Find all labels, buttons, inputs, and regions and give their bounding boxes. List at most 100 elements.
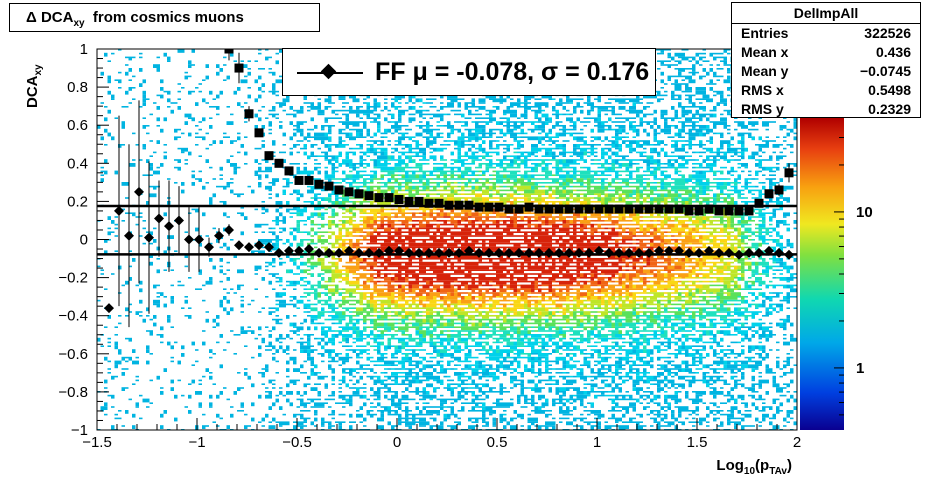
heatmap-cell xyxy=(198,402,202,407)
heatmap-cell xyxy=(373,299,377,304)
heatmap-cell xyxy=(422,231,426,236)
heatmap-cell xyxy=(457,223,461,226)
heatmap-cell xyxy=(433,178,437,180)
heatmap-cell xyxy=(440,261,444,264)
heatmap-cell xyxy=(104,387,108,389)
heatmap-cell xyxy=(226,341,230,344)
heatmap-cell xyxy=(317,113,321,116)
heatmap-cell xyxy=(377,296,381,298)
heatmap-cell xyxy=(398,360,402,365)
heatmap-cell xyxy=(436,231,440,233)
heatmap-cell xyxy=(279,421,283,426)
heatmap-cell xyxy=(293,261,297,266)
heatmap-cell xyxy=(471,170,475,175)
heatmap-cell xyxy=(198,136,202,138)
heatmap-cell xyxy=(429,425,433,429)
heatmap-cell xyxy=(342,356,346,361)
heatmap-cell xyxy=(454,280,458,283)
heatmap-cell xyxy=(433,326,437,331)
heatmap-cell xyxy=(338,132,342,135)
heatmap-cell xyxy=(433,246,437,251)
heatmap-cell xyxy=(457,273,461,275)
heatmap-cell xyxy=(132,163,136,167)
heatmap-cell xyxy=(338,334,342,336)
heatmap-cell xyxy=(436,387,440,389)
heatmap-cell xyxy=(104,288,108,290)
heatmap-cell xyxy=(405,375,409,380)
heatmap-cell xyxy=(104,379,108,384)
heatmap-cell xyxy=(440,353,444,357)
heatmap-cell xyxy=(461,288,465,290)
heatmap-cell xyxy=(471,193,475,195)
heatmap-cell xyxy=(436,326,440,328)
heatmap-cell xyxy=(433,273,437,275)
heatmap-cell xyxy=(303,223,307,226)
heatmap-cell xyxy=(475,356,479,359)
heatmap-cell xyxy=(345,136,349,138)
heatmap-cell xyxy=(216,394,220,399)
heatmap-cell xyxy=(419,280,423,283)
heatmap-cell xyxy=(370,356,374,359)
heatmap-cell xyxy=(184,265,188,268)
heatmap-cell xyxy=(111,94,115,99)
heatmap-cell xyxy=(405,136,409,138)
heatmap-cell xyxy=(377,178,381,180)
heatmap-cell xyxy=(111,394,115,399)
heatmap-cell xyxy=(394,375,398,380)
heatmap-cell xyxy=(422,242,426,247)
heatmap-cell xyxy=(450,296,454,300)
heatmap-cell xyxy=(135,360,139,365)
heatmap-cell xyxy=(478,303,482,308)
heatmap-cell xyxy=(268,68,272,70)
heatmap-cell xyxy=(471,372,475,376)
heatmap-cell xyxy=(345,398,349,403)
heatmap-cell xyxy=(429,98,433,100)
heatmap-cell xyxy=(464,356,468,361)
heatmap-cell xyxy=(398,258,402,260)
heatmap-cell xyxy=(447,349,451,351)
heatmap-cell xyxy=(335,330,339,332)
heatmap-cell xyxy=(405,239,409,241)
heatmap-cell xyxy=(380,182,384,184)
heatmap-cell xyxy=(282,299,286,304)
heatmap-cell xyxy=(135,223,139,226)
heatmap-cell xyxy=(300,212,304,217)
heatmap-cell xyxy=(429,417,433,420)
heatmap-cell xyxy=(317,292,321,296)
heatmap-cell xyxy=(282,394,286,397)
heatmap-cell xyxy=(275,398,279,403)
heatmap-cell xyxy=(471,265,475,270)
heatmap-cell xyxy=(338,315,342,319)
heatmap-cell xyxy=(384,246,388,251)
heatmap-cell xyxy=(387,128,391,133)
heatmap-cell xyxy=(314,265,318,268)
heatmap-cell xyxy=(461,349,465,351)
heatmap-cell xyxy=(338,235,342,239)
heatmap-cell xyxy=(275,296,279,298)
heatmap-cell xyxy=(177,284,181,287)
heatmap-cell xyxy=(324,231,328,233)
heatmap-cell xyxy=(415,231,419,236)
heatmap-cell xyxy=(384,98,388,100)
heatmap-cell xyxy=(331,284,335,287)
heatmap-cell xyxy=(370,334,374,336)
heatmap-cell xyxy=(436,398,440,401)
heatmap-cell xyxy=(338,178,342,180)
heatmap-cell xyxy=(156,166,160,169)
heatmap-cell xyxy=(244,102,248,104)
heatmap-cell xyxy=(377,258,381,260)
heatmap-cell xyxy=(380,201,384,205)
heatmap-cell xyxy=(342,330,346,332)
heatmap-cell xyxy=(447,375,451,378)
heatmap-cell xyxy=(321,261,325,266)
heatmap-cell xyxy=(310,258,314,260)
heatmap-cell xyxy=(440,303,444,308)
heatmap-cell xyxy=(394,163,398,167)
heatmap-cell xyxy=(366,117,370,119)
heatmap-cell xyxy=(268,170,272,173)
heatmap-cell xyxy=(314,144,318,146)
heatmap-cell xyxy=(482,125,486,129)
heatmap-cell xyxy=(415,265,419,268)
heatmap-cell xyxy=(377,159,381,163)
heatmap-cell xyxy=(454,235,458,237)
